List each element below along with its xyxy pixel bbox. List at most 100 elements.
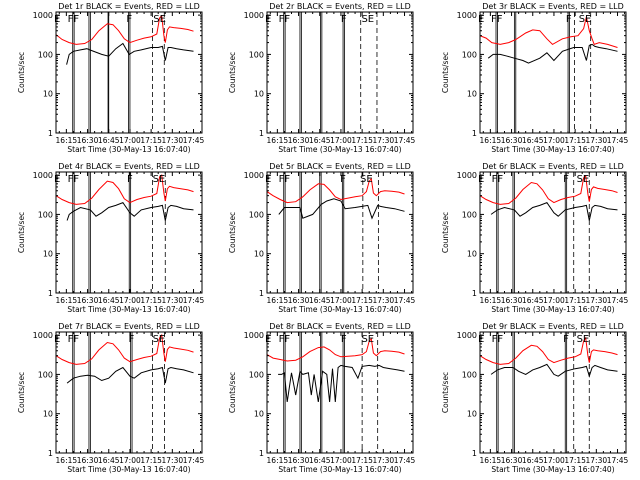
plot-frame: [266, 171, 414, 294]
event-annotation: E: [54, 334, 60, 345]
y-tick-label: 10: [43, 410, 53, 419]
x-tick-label: 17:30: [373, 136, 395, 145]
y-tick-label: 1000: [457, 331, 477, 340]
x-tick-label: 16:30: [77, 456, 99, 465]
x-axis-label: Start Time (30-May-13 16:07:40): [278, 305, 401, 314]
panel-title: Det 7r BLACK = Events, RED = LLD: [58, 322, 200, 331]
x-axis-label: Start Time (30-May-13 16:07:40): [67, 465, 190, 474]
x-tick-label: 17:30: [373, 456, 395, 465]
panel-title: Det 5r BLACK = Events, RED = LLD: [269, 162, 411, 171]
x-tick-label: 17:45: [394, 136, 416, 145]
x-axis-label: Start Time (30-May-13 16:07:40): [491, 145, 614, 154]
x-tick-label: 17:00: [543, 456, 565, 465]
event-annotation: F: [127, 174, 133, 185]
x-tick-label: 17:00: [330, 456, 352, 465]
event-annotation: E: [54, 14, 60, 25]
y-tick-label: 100: [462, 370, 477, 379]
x-tick-label: 16:30: [288, 456, 310, 465]
event-annotation: SE: [360, 174, 373, 185]
panel-title: Det 3r BLACK = Events, RED = LLD: [482, 2, 624, 11]
y-tick-label: 1000: [33, 171, 53, 180]
series-line-lld: [480, 16, 618, 48]
y-axis-label: Counts/sec: [441, 372, 450, 413]
event-annotation: F: [563, 334, 569, 345]
x-axis-label: Start Time (30-May-13 16:07:40): [278, 145, 401, 154]
y-tick-label: 10: [254, 410, 264, 419]
x-tick-label: 16:30: [501, 456, 523, 465]
plot-area: [283, 12, 378, 133]
event-annotation: SE: [153, 14, 166, 25]
series-line-events: [278, 364, 405, 402]
x-tick-label: 16:30: [77, 136, 99, 145]
x-tick-label: 17:00: [543, 136, 565, 145]
event-annotation: E: [54, 174, 60, 185]
x-tick-label: 17:00: [330, 136, 352, 145]
x-tick-label: 16:15: [267, 136, 289, 145]
series-line-lld: [480, 174, 618, 205]
series-line-events: [490, 363, 618, 378]
y-tick-label: 10: [43, 90, 53, 99]
y-tick-label: 1: [472, 289, 477, 298]
event-annotation: FF: [491, 14, 503, 25]
x-tick-label: 17:15: [140, 136, 162, 145]
x-tick-label: 16:45: [98, 136, 120, 145]
x-tick-label: 17:15: [351, 456, 373, 465]
x-tick-label: 16:45: [522, 296, 544, 305]
x-tick-label: 17:45: [183, 296, 205, 305]
event-annotation: FF: [279, 334, 291, 345]
event-annotation: FF: [68, 14, 80, 25]
y-tick-label: 1: [259, 289, 264, 298]
panel-title: Det 4r BLACK = Events, RED = LLD: [58, 162, 200, 171]
y-axis-label: Counts/sec: [17, 372, 26, 413]
x-tick-label: 17:45: [183, 456, 205, 465]
panel-title: Det 2r BLACK = Events, RED = LLD: [269, 2, 411, 11]
y-tick-label: 10: [43, 250, 53, 259]
event-annotation: FF: [492, 174, 504, 185]
y-tick-label: 1: [472, 129, 477, 138]
y-tick-label: 1: [259, 129, 264, 138]
y-tick-label: 100: [462, 50, 477, 59]
y-tick-label: 1000: [244, 331, 264, 340]
x-axis-label: Start Time (30-May-13 16:07:40): [491, 305, 614, 314]
x-axis-label: Start Time (30-May-13 16:07:40): [67, 305, 190, 314]
x-tick-label: 17:45: [183, 136, 205, 145]
y-axis-label: Counts/sec: [441, 212, 450, 253]
y-axis-label: Counts/sec: [17, 52, 26, 93]
x-tick-label: 17:30: [162, 456, 184, 465]
x-tick-label: 16:15: [480, 456, 502, 465]
y-tick-label: 1: [48, 129, 53, 138]
x-axis-label: Start Time (30-May-13 16:07:40): [67, 145, 190, 154]
event-annotation: SE: [577, 334, 590, 345]
plot-frame: [479, 171, 627, 294]
x-tick-label: 17:15: [564, 136, 586, 145]
series-line-lld: [267, 337, 405, 362]
x-tick-label: 17:30: [162, 296, 184, 305]
x-tick-label: 17:15: [351, 136, 373, 145]
event-annotation: SE: [579, 14, 592, 25]
series-line-events: [66, 366, 194, 384]
event-annotation: F: [340, 174, 346, 185]
x-tick-label: 17:45: [607, 136, 629, 145]
x-axis-label: Start Time (30-May-13 16:07:40): [491, 465, 614, 474]
y-tick-label: 100: [38, 50, 53, 59]
plot-frame: [266, 11, 414, 134]
x-tick-label: 16:30: [501, 296, 523, 305]
y-tick-label: 10: [254, 90, 264, 99]
series-line-lld: [56, 174, 194, 205]
x-tick-label: 17:00: [119, 136, 141, 145]
x-tick-label: 16:45: [98, 296, 120, 305]
y-tick-label: 1000: [457, 11, 477, 20]
y-tick-label: 100: [462, 210, 477, 219]
x-tick-label: 17:30: [586, 136, 608, 145]
panel-title: Det 8r BLACK = Events, RED = LLD: [269, 322, 411, 331]
y-tick-label: 1000: [33, 11, 53, 20]
series-line-lld: [480, 336, 618, 365]
plot-frame: [55, 11, 203, 134]
